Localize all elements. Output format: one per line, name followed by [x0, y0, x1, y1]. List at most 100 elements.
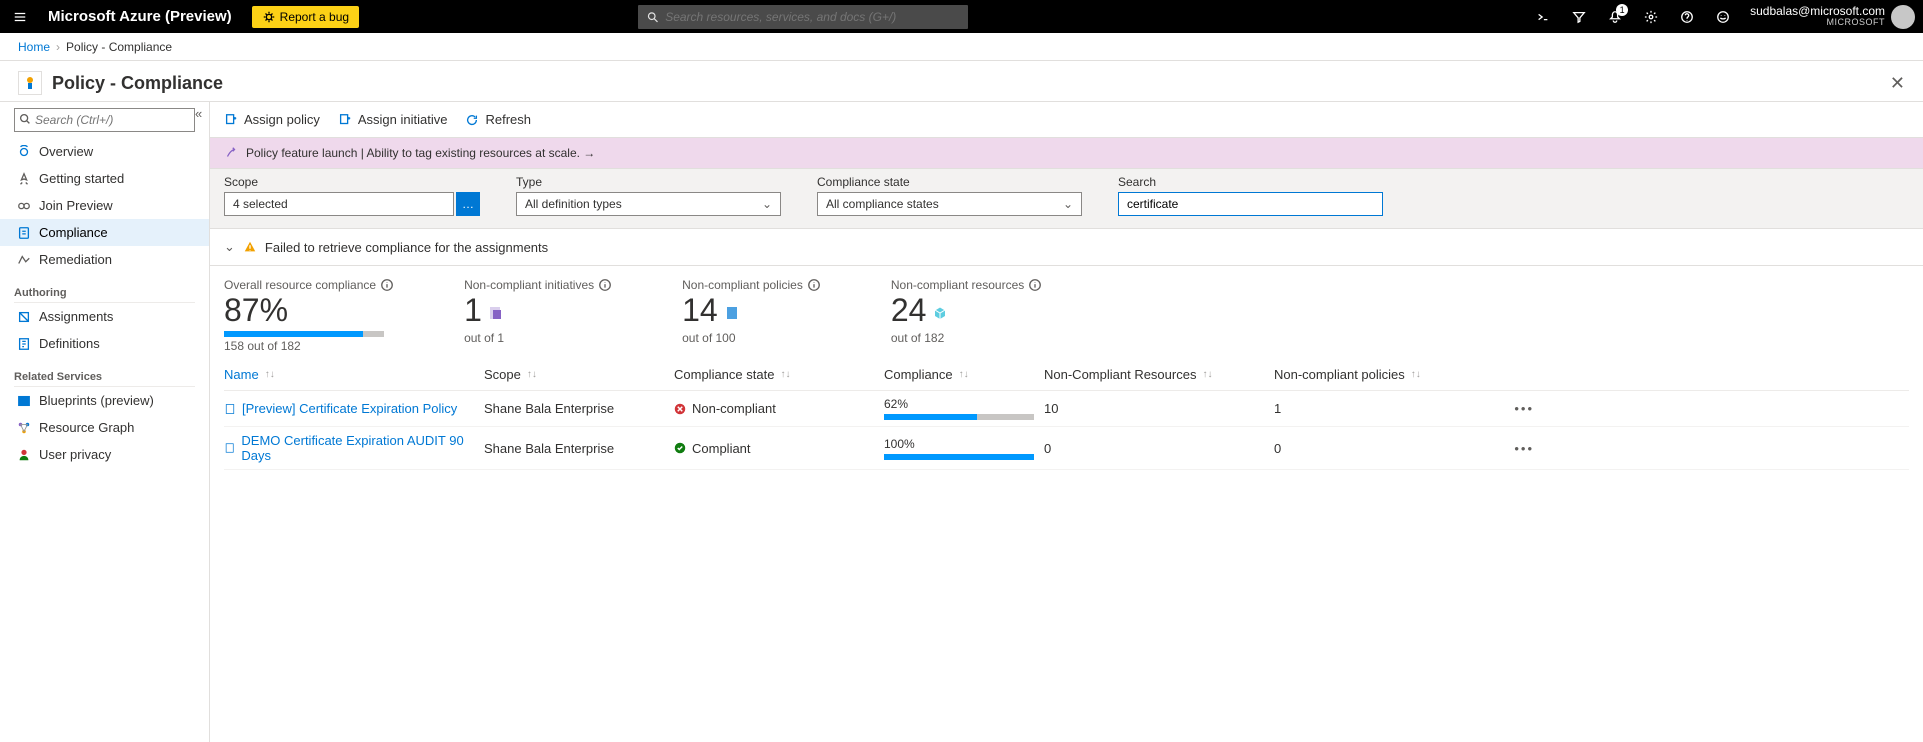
sidebar-item-label: Remediation: [39, 252, 112, 267]
feedback-icon[interactable]: [1706, 0, 1740, 33]
stat-label: Non-compliant resources: [891, 278, 1024, 292]
sidebar-item-definitions[interactable]: Definitions: [14, 330, 195, 357]
stat-label: Non-compliant policies: [682, 278, 803, 292]
sidebar-item-join-preview[interactable]: Join Preview: [14, 192, 195, 219]
col-nc-policies[interactable]: Non-compliant policies↑↓: [1274, 367, 1494, 382]
filter-search-field[interactable]: [1118, 192, 1383, 216]
page-title: Policy - Compliance: [52, 73, 223, 94]
scope-picker-button[interactable]: …: [456, 192, 480, 216]
initiative-icon: [488, 305, 504, 321]
row-name-link[interactable]: DEMO Certificate Expiration AUDIT 90 Day…: [224, 433, 484, 463]
search-label: Search: [1118, 175, 1383, 189]
refresh-label: Refresh: [485, 112, 531, 127]
row-scope: Shane Bala Enterprise: [484, 401, 674, 416]
stats-row: Overall resource compliance 87% 158 out …: [210, 266, 1923, 359]
chevron-down-icon: ⌄: [1063, 197, 1073, 211]
stat-sub: 158 out of 182: [224, 339, 394, 353]
sidebar-item-compliance[interactable]: Compliance: [0, 219, 209, 246]
stat-value: 14: [682, 292, 718, 329]
row-compliance: 100%: [884, 437, 1034, 460]
topbar: Microsoft Azure (Preview) Report a bug 1…: [0, 0, 1923, 33]
sidebar-section-related: Related Services: [14, 371, 195, 387]
cloud-shell-icon[interactable]: [1526, 0, 1560, 33]
avatar-icon: [1891, 5, 1915, 29]
collapse-sidebar-icon[interactable]: «: [195, 106, 202, 121]
col-scope[interactable]: Scope↑↓: [484, 367, 674, 382]
scope-label: Scope: [224, 175, 480, 189]
col-state[interactable]: Compliance state↑↓: [674, 367, 884, 382]
breadcrumb-current: Policy - Compliance: [66, 40, 172, 54]
notifications-icon[interactable]: 1: [1598, 0, 1632, 33]
table-header: Name↑↓ Scope↑↓ Compliance state↑↓ Compli…: [224, 359, 1909, 391]
assign-initiative-button[interactable]: Assign initiative: [338, 112, 448, 127]
info-icon[interactable]: [807, 278, 821, 292]
type-value: All definition types: [525, 197, 622, 211]
col-name[interactable]: Name↑↓: [224, 367, 484, 382]
sidebar: Overview Getting started Join Preview Co…: [0, 102, 210, 742]
info-icon[interactable]: [1028, 278, 1042, 292]
filter-search-input[interactable]: [1127, 193, 1374, 215]
col-nc-resources[interactable]: Non-Compliant Resources↑↓: [1044, 367, 1274, 382]
compliance-state-selector[interactable]: All compliance states ⌄: [817, 192, 1082, 216]
sidebar-section-authoring: Authoring: [14, 287, 195, 303]
info-icon[interactable]: [380, 278, 394, 292]
row-nc-resources: 10: [1044, 401, 1274, 416]
sidebar-item-remediation[interactable]: Remediation: [14, 246, 195, 273]
stat-value: 87%: [224, 292, 394, 329]
sidebar-item-label: User privacy: [39, 447, 111, 462]
help-icon[interactable]: [1670, 0, 1704, 33]
breadcrumb: Home › Policy - Compliance: [0, 33, 1923, 61]
breadcrumb-home[interactable]: Home: [18, 40, 50, 54]
account-menu[interactable]: sudbalas@microsoft.com MICROSOFT: [1742, 5, 1923, 29]
content: Assign policy Assign initiative Refresh …: [210, 102, 1923, 742]
cube-icon: [932, 305, 948, 321]
sidebar-item-label: Resource Graph: [39, 420, 134, 435]
sidebar-item-assignments[interactable]: Assignments: [14, 303, 195, 330]
scope-selector[interactable]: 4 selected: [224, 192, 454, 216]
assign-initiative-label: Assign initiative: [358, 112, 448, 127]
sidebar-item-overview[interactable]: Overview: [14, 138, 195, 165]
row-more-icon[interactable]: •••: [1494, 441, 1534, 456]
sidebar-item-getting-started[interactable]: Getting started: [14, 165, 195, 192]
info-icon[interactable]: [598, 278, 612, 292]
chevron-down-icon: ⌄: [224, 239, 235, 255]
table-row: [Preview] Certificate Expiration PolicyS…: [224, 391, 1909, 427]
sidebar-search-input[interactable]: [14, 108, 195, 132]
assign-policy-button[interactable]: Assign policy: [224, 112, 320, 127]
global-search-input[interactable]: [665, 10, 960, 24]
cstate-value: All compliance states: [826, 197, 939, 211]
stat-overall: Overall resource compliance 87% 158 out …: [224, 278, 394, 353]
menu-icon[interactable]: [0, 10, 40, 24]
sidebar-item-blueprints[interactable]: Blueprints (preview): [14, 387, 195, 414]
stat-resources: Non-compliant resources 24 out of 182: [891, 278, 1042, 353]
sidebar-item-label: Overview: [39, 144, 93, 159]
type-label: Type: [516, 175, 781, 189]
cstate-label: Compliance state: [817, 175, 1082, 189]
banner-text[interactable]: Policy feature launch | Ability to tag e…: [246, 146, 595, 160]
stat-policies: Non-compliant policies 14 out of 100: [682, 278, 821, 353]
error-banner[interactable]: ⌄ Failed to retrieve compliance for the …: [210, 228, 1923, 266]
close-icon[interactable]: ✕: [1890, 73, 1905, 94]
results-table: Name↑↓ Scope↑↓ Compliance state↑↓ Compli…: [210, 359, 1923, 470]
account-org: MICROSOFT: [1750, 18, 1885, 28]
sidebar-item-user-privacy[interactable]: User privacy: [14, 441, 195, 468]
global-search[interactable]: [638, 5, 968, 29]
report-bug-label: Report a bug: [280, 10, 349, 24]
stat-sub: out of 182: [891, 331, 1042, 345]
report-bug-button[interactable]: Report a bug: [252, 6, 359, 28]
col-compliance[interactable]: Compliance↑↓: [884, 367, 1044, 382]
stat-initiatives: Non-compliant initiatives 1 out of 1: [464, 278, 612, 353]
settings-icon[interactable]: [1634, 0, 1668, 33]
row-more-icon[interactable]: •••: [1494, 401, 1534, 416]
refresh-button[interactable]: Refresh: [465, 112, 531, 127]
sidebar-item-label: Definitions: [39, 336, 100, 351]
policy-icon: [224, 403, 236, 415]
directory-filter-icon[interactable]: [1562, 0, 1596, 33]
type-selector[interactable]: All definition types ⌄: [516, 192, 781, 216]
row-name-link[interactable]: [Preview] Certificate Expiration Policy: [224, 401, 484, 416]
sidebar-item-label: Join Preview: [39, 198, 113, 213]
chevron-down-icon: ⌄: [762, 197, 772, 211]
policy-icon: [224, 442, 235, 454]
sidebar-item-resource-graph[interactable]: Resource Graph: [14, 414, 195, 441]
error-text: Failed to retrieve compliance for the as…: [265, 240, 548, 255]
